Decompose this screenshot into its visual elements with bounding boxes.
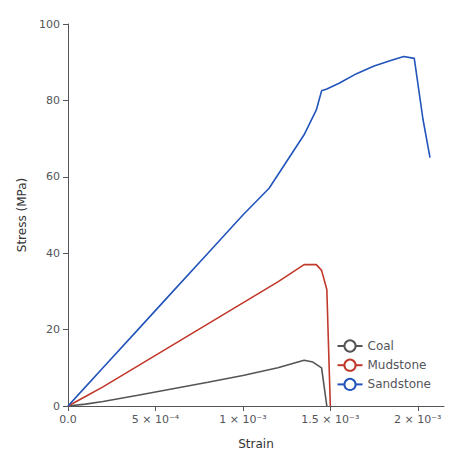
svg-text:Sandstone: Sandstone [368,377,431,391]
svg-text:2 × 10⁻³: 2 × 10⁻³ [394,413,441,426]
svg-text:60: 60 [46,170,60,183]
svg-text:0.0: 0.0 [59,413,77,426]
svg-text:20: 20 [46,323,60,336]
svg-text:Stress (MPa): Stress (MPa) [15,178,29,252]
svg-text:0: 0 [53,400,60,413]
svg-text:5 × 10⁻⁴: 5 × 10⁻⁴ [132,413,180,426]
svg-text:Coal: Coal [368,339,394,353]
svg-text:1 × 10⁻³: 1 × 10⁻³ [219,413,266,426]
svg-text:40: 40 [46,247,60,260]
svg-text:1.5 × 10⁻³: 1.5 × 10⁻³ [301,413,359,426]
svg-text:Mudstone: Mudstone [368,358,427,372]
svg-text:100: 100 [39,18,60,31]
svg-text:80: 80 [46,94,60,107]
svg-text:Strain: Strain [238,437,274,451]
